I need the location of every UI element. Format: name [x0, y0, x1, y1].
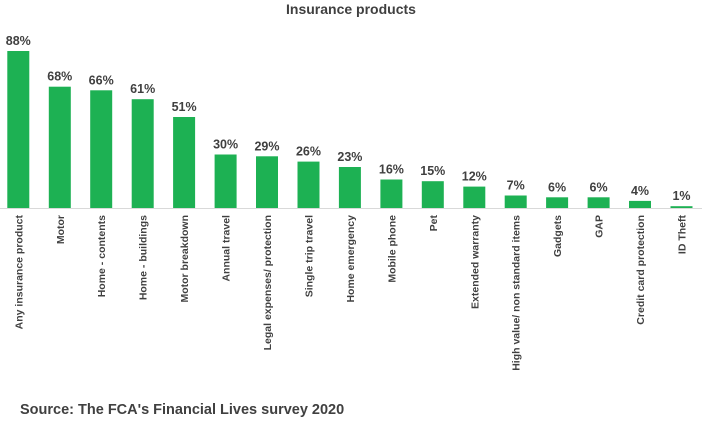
category-label-4: Motor breakdown: [179, 215, 191, 303]
value-label-11: 12%: [462, 170, 487, 184]
bar-chart: Insurance products 88% Any insurance prod…: [0, 1, 702, 371]
value-label-7: 26%: [296, 145, 321, 159]
bar-16: [670, 206, 693, 208]
value-label-3: 61%: [130, 82, 155, 96]
value-label-16: 1%: [672, 189, 690, 203]
category-label-3: Home - buildings: [138, 215, 150, 300]
category-label-14: GAP: [594, 215, 606, 238]
value-label-12: 7%: [507, 179, 525, 193]
bar-7: [297, 161, 320, 208]
category-label-5: Annual travel: [221, 215, 233, 282]
bar-4: [173, 117, 196, 208]
bar-9: [380, 179, 403, 208]
bar-1: [48, 86, 71, 208]
bar-15: [629, 200, 651, 208]
category-label-13: Gadgets: [552, 215, 564, 257]
bar-3: [131, 99, 154, 208]
category-label-8: Home emergency: [345, 215, 357, 303]
value-label-5: 30%: [213, 138, 238, 152]
bar-6: [256, 156, 278, 208]
bar-12: [504, 195, 527, 208]
value-label-8: 23%: [337, 150, 362, 164]
category-label-10: Pet: [428, 215, 440, 232]
value-label-14: 6%: [590, 180, 608, 194]
category-label-0: Any insurance product: [13, 215, 25, 330]
chart-title: Insurance products: [286, 1, 416, 17]
value-label-2: 66%: [89, 73, 114, 87]
category-label-7: Single trip travel: [304, 215, 316, 297]
category-label-1: Motor: [55, 215, 67, 244]
value-label-9: 16%: [379, 163, 404, 177]
bar-5: [214, 154, 237, 208]
value-label-15: 4%: [631, 184, 649, 198]
value-label-10: 15%: [420, 164, 445, 178]
category-label-2: Home - contents: [96, 215, 108, 297]
bar-13: [546, 197, 569, 208]
bar-2: [90, 90, 113, 209]
bar-14: [587, 197, 610, 208]
category-label-6: Legal expenses/ protection: [262, 215, 274, 350]
bars-group: 88% Any insurance product 68% Motor 66% Home …: [6, 34, 693, 371]
category-label-12: High value/ non standard items: [511, 215, 523, 371]
category-label-11: Extended warranty: [469, 215, 481, 309]
value-label-1: 68%: [47, 70, 72, 84]
value-label-6: 29%: [254, 139, 279, 153]
category-label-9: Mobile phone: [386, 215, 398, 283]
bar-10: [421, 181, 444, 208]
source-note: Source: The FCA's Financial Lives survey…: [20, 402, 345, 418]
value-label-13: 6%: [548, 180, 566, 194]
category-label-16: ID Theft: [677, 214, 689, 254]
value-label-4: 51%: [172, 100, 197, 114]
bar-8: [338, 167, 361, 208]
value-label-0: 88%: [6, 34, 31, 48]
bar-0: [7, 51, 30, 208]
category-label-15: Credit card protection: [635, 215, 647, 325]
bar-11: [463, 186, 486, 208]
